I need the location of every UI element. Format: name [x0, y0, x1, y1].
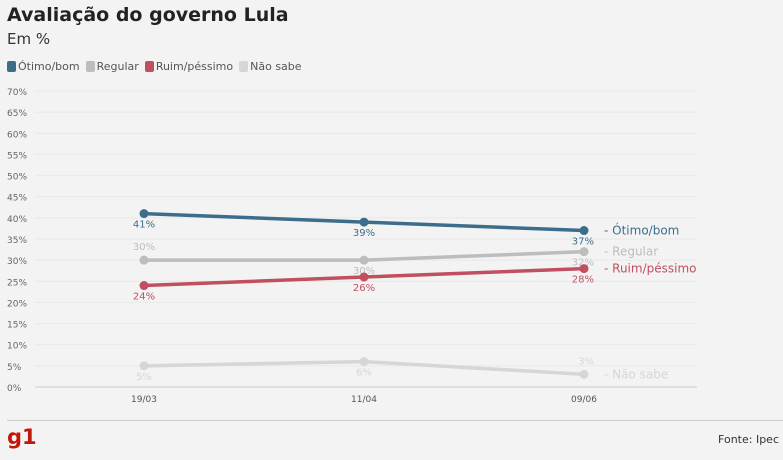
data-label: 5% [136, 372, 152, 383]
y-tick-label: 50% [7, 173, 27, 183]
data-point [139, 255, 149, 265]
x-tick-label: 19/03 [131, 395, 157, 405]
legend-swatch [239, 61, 249, 72]
data-label: 32% [572, 258, 594, 269]
data-point [359, 255, 369, 265]
y-tick-label: 40% [7, 215, 27, 225]
data-label: 28% [572, 275, 594, 286]
data-point [579, 226, 589, 236]
data-label: 37% [572, 237, 594, 248]
data-point [579, 247, 589, 257]
legend-swatch [144, 61, 154, 72]
y-tick-label: 65% [7, 109, 27, 119]
legend-label: Ótimo/bom [18, 60, 80, 73]
data-label: 6% [356, 368, 372, 379]
series-end-label: - Regular [604, 245, 658, 259]
legend-label: Regular [96, 60, 139, 73]
legend: Ótimo/bom Regular Ruim/péssimo Não sabe [7, 60, 302, 73]
chart-title: Avaliação do governo Lula [7, 4, 289, 26]
data-point [139, 209, 149, 219]
data-point [139, 281, 149, 291]
data-point [139, 361, 149, 371]
legend-label: Ruim/péssimo [155, 60, 234, 73]
y-tick-label: 60% [7, 130, 27, 140]
y-tick-label: 35% [7, 236, 27, 246]
series-end-label: - Não sabe [604, 367, 668, 381]
legend-item: Ruim/péssimo [144, 60, 234, 73]
data-label: 41% [133, 220, 155, 231]
data-point [579, 369, 589, 379]
source-note: Fonte: Ipec [718, 433, 779, 446]
y-tick-label: 0% [7, 384, 22, 394]
data-point [359, 357, 369, 367]
data-point [579, 264, 589, 274]
series-end-label: - Ruim/péssimo [604, 262, 696, 276]
data-label: 39% [353, 228, 375, 239]
y-tick-label: 55% [7, 151, 27, 161]
footer-divider [7, 420, 783, 421]
data-point [359, 272, 369, 282]
g1-logo: g1 [7, 425, 37, 449]
x-tick-label: 09/06 [571, 395, 597, 405]
x-tick-label: 11/04 [351, 395, 377, 405]
y-tick-label: 20% [7, 299, 27, 309]
chart: 0% 5% 10% 15% 20% 25% 30% 35% 40% 45% 50% 55% 60% 65%… [7, 88, 697, 405]
y-tick-label: 70% [7, 88, 27, 98]
y-tick-label: 10% [7, 342, 27, 352]
y-tick-label: 15% [7, 321, 27, 331]
y-tick-label: 30% [7, 257, 27, 267]
legend-item: Regular [85, 60, 139, 73]
legend-item: Não sabe [239, 60, 302, 73]
y-tick-label: 5% [7, 363, 22, 373]
data-label: 24% [133, 292, 155, 303]
data-label: 26% [353, 283, 375, 294]
data-point [359, 217, 369, 227]
legend-label: Não sabe [250, 60, 302, 73]
legend-item: Ótimo/bom [7, 60, 80, 73]
legend-swatch [85, 61, 95, 72]
series-end-label: - Ótimo/bom [604, 223, 679, 238]
data-label: 30% [133, 242, 155, 253]
y-tick-label: 25% [7, 278, 27, 288]
y-tick-label: 45% [7, 194, 27, 204]
legend-swatch [7, 61, 16, 72]
data-label: 30% [353, 266, 375, 277]
data-label: 3% [578, 356, 594, 367]
chart-subtitle: Em % [7, 30, 51, 48]
